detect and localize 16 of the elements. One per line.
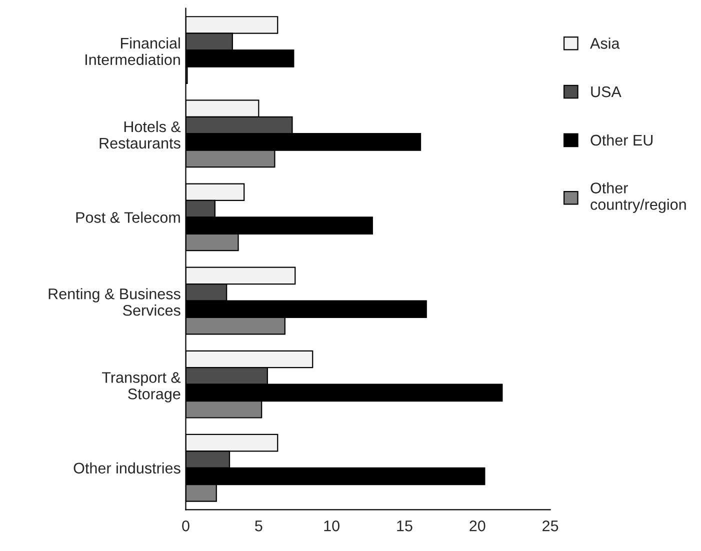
y-tick-label: Post & Telecom xyxy=(76,212,180,223)
legend-label: USA xyxy=(591,86,622,98)
x-tick-label: 15 xyxy=(397,520,412,532)
legend-label: Other EU xyxy=(590,134,653,146)
y-tick-label: Renting & Business Services xyxy=(48,288,180,316)
y-tick-label: Other industries xyxy=(74,462,180,474)
x-tick-label: 25 xyxy=(542,520,558,532)
y-tick-label: Financial Intermediation xyxy=(86,37,180,66)
x-tick-label: 10 xyxy=(324,520,340,532)
legend-label: Other country/region xyxy=(590,182,686,213)
y-tick-label: Transport & Storage xyxy=(102,372,181,402)
x-tick-label: 0 xyxy=(182,520,190,532)
x-tick-label: 5 xyxy=(255,520,262,532)
x-tick-label: 20 xyxy=(470,520,486,532)
y-tick-label: Hotels & Restaurants xyxy=(100,120,181,149)
legend-label: Asia xyxy=(590,38,620,49)
